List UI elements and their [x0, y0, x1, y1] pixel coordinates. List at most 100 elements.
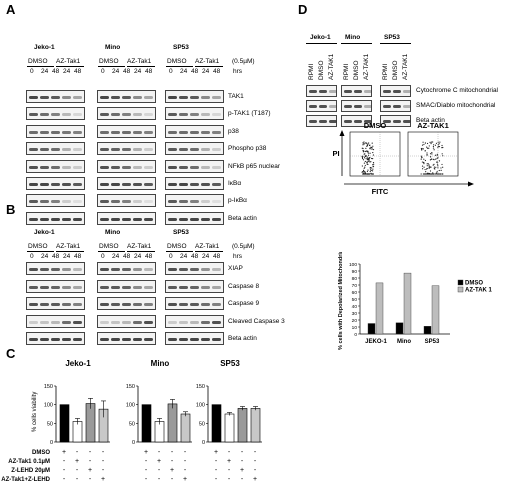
y-tick-label: 50 — [199, 421, 205, 427]
flow-dot — [428, 147, 430, 149]
timepoint-label: 24 — [63, 253, 71, 260]
flow-dot — [428, 164, 430, 166]
blot-strip — [165, 332, 224, 345]
condition-sign: - — [184, 449, 187, 456]
protein-band — [29, 217, 38, 221]
protein-band — [212, 285, 221, 289]
condition-sign: - — [228, 467, 231, 474]
protein-band — [122, 96, 131, 99]
flow-dot — [366, 170, 369, 173]
protein-band — [144, 217, 153, 221]
flow-dot — [366, 163, 369, 165]
condition-sign: + — [214, 449, 218, 456]
timepoint-label: 48 — [52, 68, 60, 75]
flow-dot — [369, 148, 371, 150]
flow-dot — [428, 145, 430, 147]
protein-band — [144, 303, 153, 306]
protein-band — [133, 285, 142, 289]
flow-dot — [372, 168, 374, 170]
flow-dot — [436, 154, 438, 156]
protein-band — [122, 183, 131, 186]
protein-band — [383, 120, 391, 123]
treatment-underline — [127, 66, 155, 67]
protein-band — [144, 285, 153, 289]
flow-dot — [367, 159, 369, 161]
flow-dot — [438, 145, 441, 148]
protein-band — [100, 268, 109, 271]
flow-dot — [426, 165, 428, 167]
flow-dot — [368, 160, 370, 162]
protein-band — [144, 130, 153, 134]
flow-dot — [365, 154, 367, 157]
blot-strip — [165, 142, 224, 156]
treatment-underline — [56, 251, 84, 252]
blot-strip — [97, 262, 156, 275]
flow-dot — [368, 144, 371, 147]
protein-band — [393, 90, 401, 93]
x-category-label: SP53 — [425, 339, 440, 345]
protein-band — [168, 217, 177, 221]
condition-sign: - — [228, 476, 231, 483]
treatment-label-dmso: DMSO — [28, 243, 48, 250]
flow-dot — [425, 171, 427, 173]
protein-band — [144, 148, 153, 152]
cell-line-underline — [380, 43, 411, 44]
flow-plot-title: AZ-TAK1 — [417, 121, 449, 130]
flow-dot — [372, 165, 375, 167]
condition-sign: - — [63, 467, 66, 474]
bar — [375, 282, 384, 335]
flow-dot — [367, 169, 369, 171]
protein-band — [179, 165, 188, 169]
blot-strip — [26, 124, 85, 138]
cell-line-label: SP53 — [173, 44, 189, 51]
protein-band — [100, 217, 109, 221]
protein-band — [62, 130, 71, 134]
condition-sign: - — [145, 476, 148, 483]
protein-band — [201, 130, 210, 134]
protein-band — [179, 183, 188, 186]
protein-band — [168, 268, 177, 271]
row-protein-label: Caspase 8 — [228, 282, 260, 290]
protein-band — [329, 105, 337, 108]
timepoint-label: 48 — [191, 68, 199, 75]
blot-strip — [26, 262, 85, 275]
flow-dot — [372, 145, 374, 147]
flow-dot — [371, 170, 374, 172]
flow-dot — [370, 161, 372, 163]
protein-band — [29, 268, 38, 271]
flow-dot — [367, 154, 370, 156]
blot-strip — [97, 332, 156, 345]
flow-dot — [423, 161, 425, 163]
flow-dot — [363, 162, 366, 164]
flow-dot — [438, 169, 440, 172]
lane-label: RPMI — [343, 63, 350, 80]
protein-band — [40, 285, 49, 289]
flow-dot — [436, 161, 438, 163]
flow-dot — [436, 173, 438, 175]
protein-band — [133, 217, 142, 221]
protein-band — [62, 285, 71, 289]
bar — [431, 285, 440, 335]
protein-band — [100, 200, 109, 204]
pi-axis-label: PI — [332, 149, 339, 158]
flow-dot — [436, 163, 439, 165]
protein-band — [51, 285, 60, 289]
flow-dot — [432, 173, 434, 175]
blot-strip — [165, 211, 224, 225]
flow-dot — [424, 168, 426, 171]
flow-dot — [421, 149, 423, 151]
cell-line-label: SP53 — [173, 229, 189, 236]
flow-plot-title: DMSO — [364, 121, 387, 130]
flow-dot — [368, 159, 370, 161]
flow-plot-frame — [349, 131, 401, 177]
y-axis-label: % cells viability — [32, 392, 38, 432]
y-tick-label: 150 — [196, 384, 205, 390]
protein-band — [190, 148, 199, 152]
legend-label: AZ-TAK 1 — [465, 288, 493, 294]
condition-sign: - — [184, 467, 187, 474]
condition-sign: - — [89, 449, 92, 456]
flow-dot — [429, 159, 432, 161]
flow-dot — [362, 147, 364, 150]
blot-strip — [97, 124, 156, 138]
flow-dot — [369, 169, 372, 171]
